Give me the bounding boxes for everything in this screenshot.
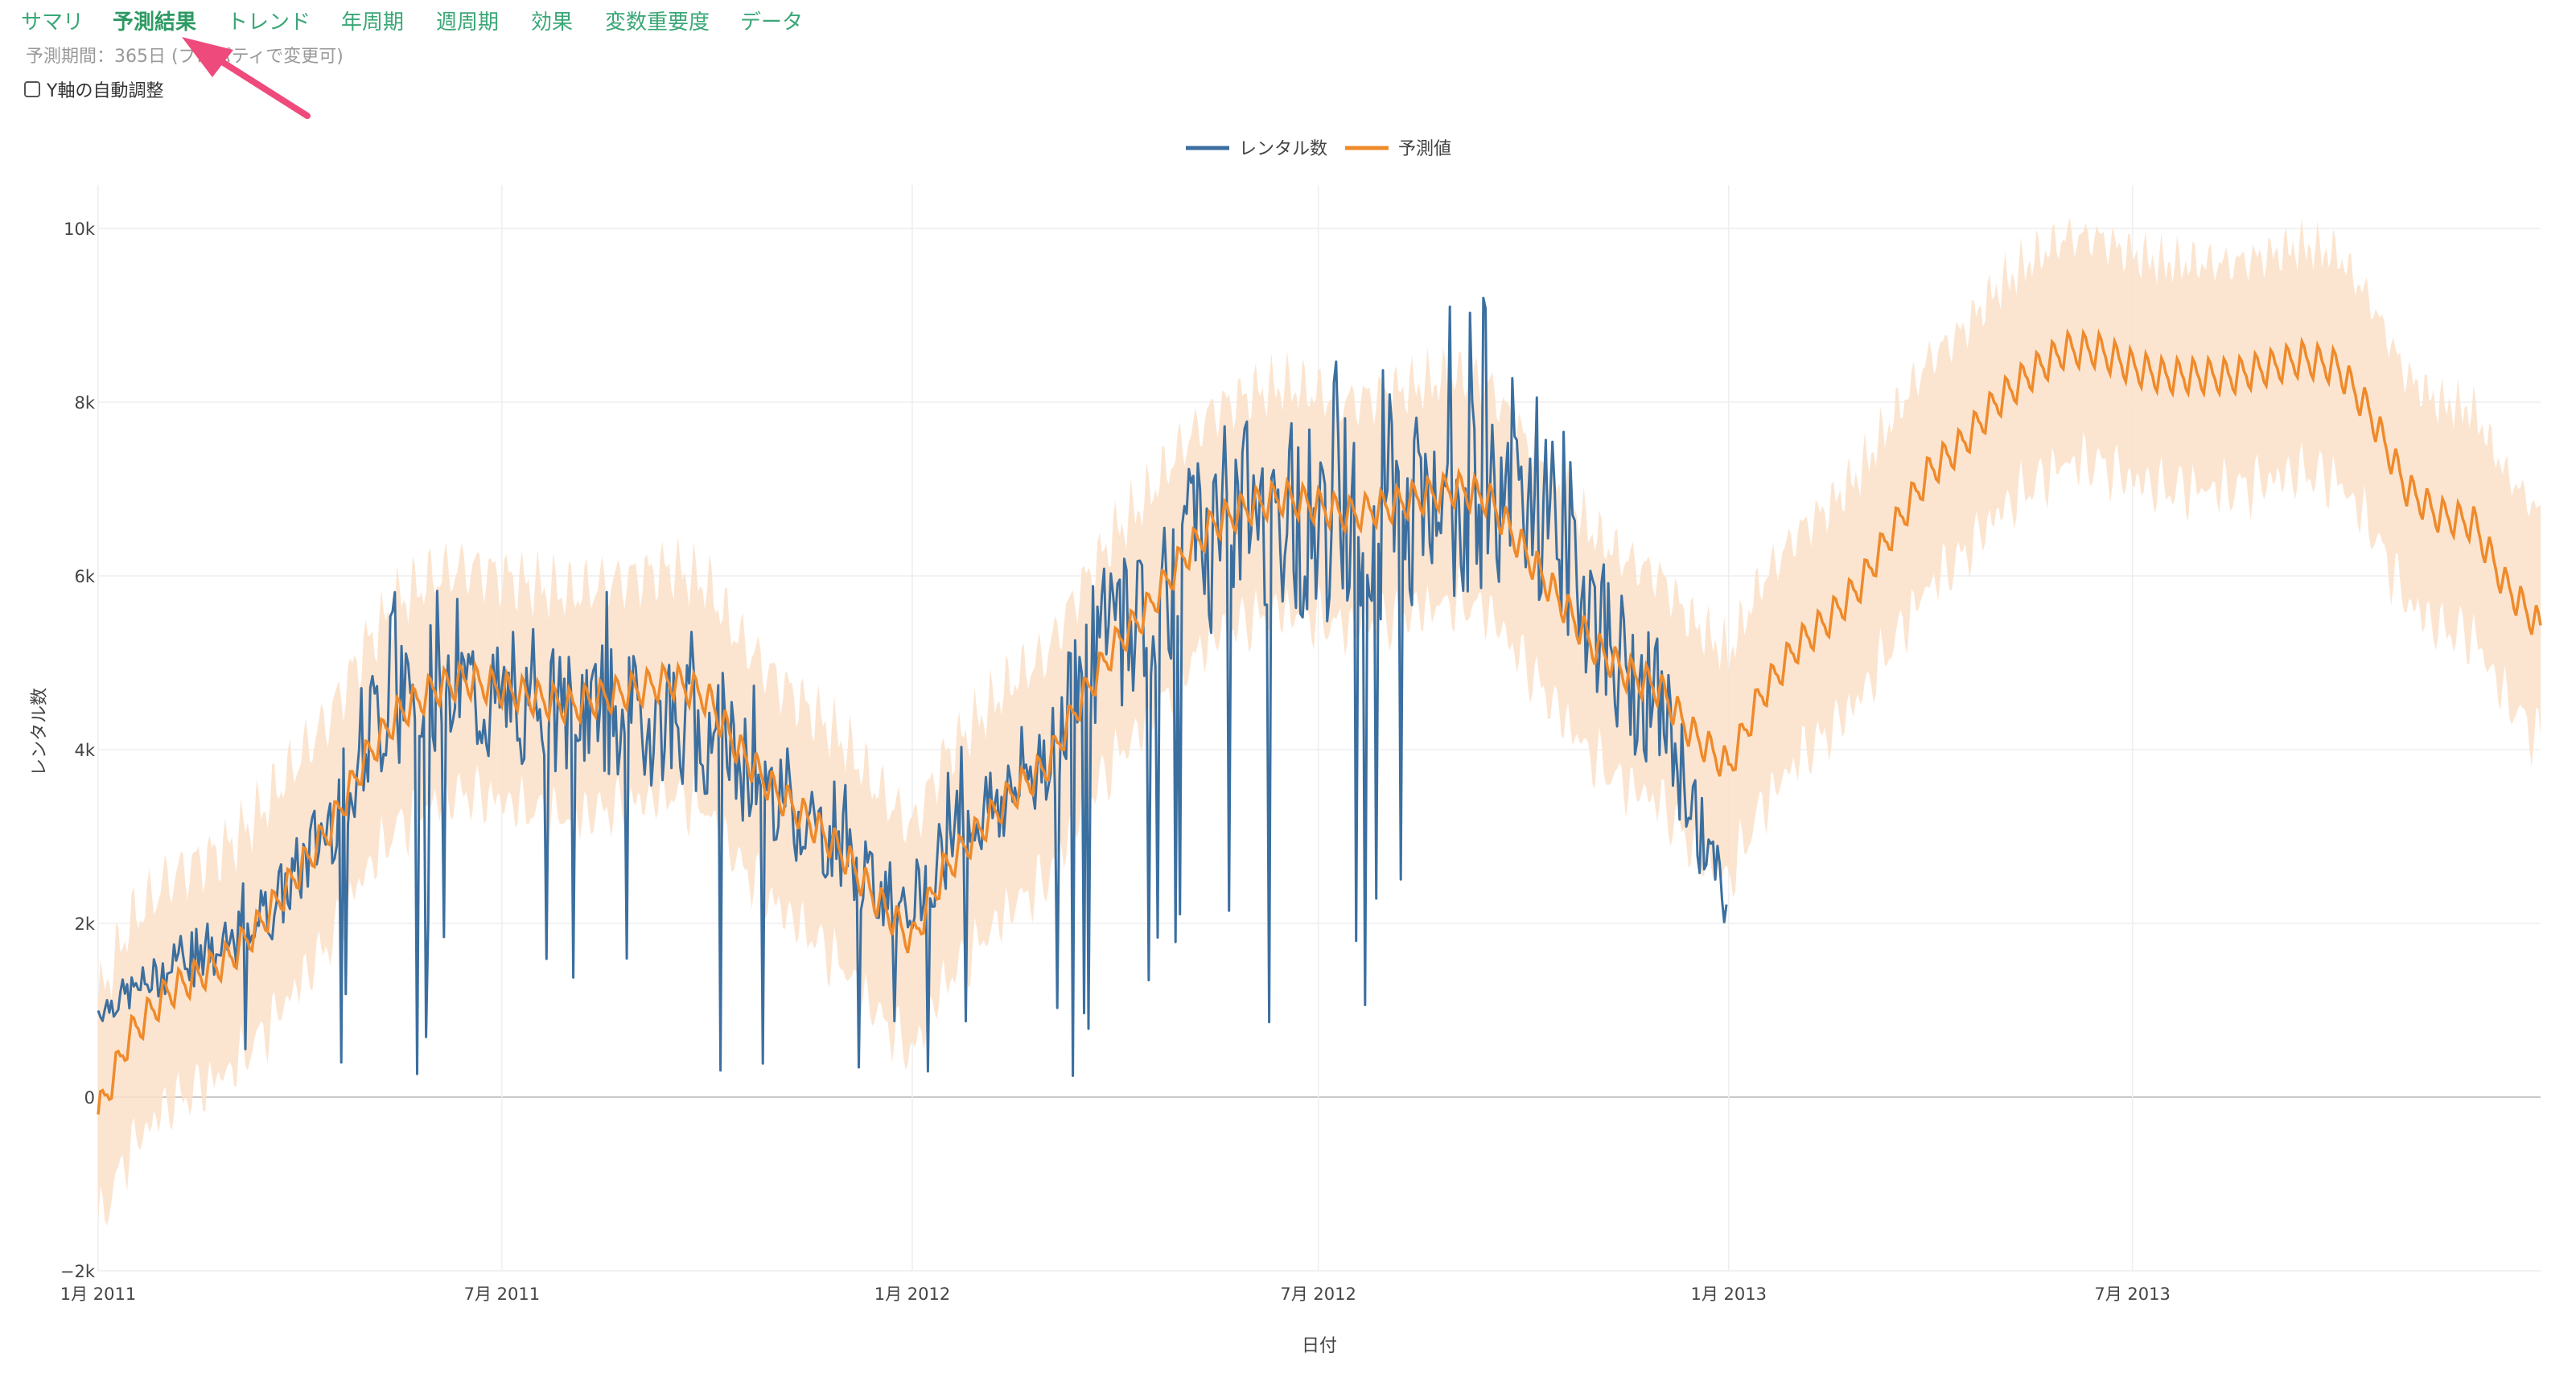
x-axis-title: 日付 xyxy=(1302,1336,1337,1356)
y-tick-label: 6k xyxy=(74,567,95,586)
x-tick-label: 7月 2013 xyxy=(2094,1285,2170,1304)
tab-weekly[interactable]: 週周期 xyxy=(436,10,500,35)
y-tick-label: 8k xyxy=(74,393,95,413)
tab-effect[interactable]: 効果 xyxy=(531,10,574,35)
tab-data[interactable]: データ xyxy=(740,10,804,35)
y-tick-label: 4k xyxy=(74,741,95,760)
forecast-confidence-band xyxy=(98,217,2541,1227)
legend[interactable]: レンタル数 予測値 xyxy=(1186,139,1451,159)
x-axis-ticks: 1月 2011 7月 2011 1月 2012 7月 2012 1月 2013 7月 20… xyxy=(60,1285,2171,1304)
legend-actual-label[interactable]: レンタル数 xyxy=(1239,139,1327,159)
forecast-series-line xyxy=(97,327,2542,1115)
tab-trend[interactable]: トレンド xyxy=(227,10,311,35)
checkbox-box[interactable] xyxy=(24,81,40,97)
x-tick-label: 1月 2012 xyxy=(874,1285,950,1304)
annotation-arrow-head xyxy=(182,37,233,77)
annotation-arrow xyxy=(182,37,311,119)
forecast-period-info: 予測期間：365日 (プロパティで変更可) xyxy=(26,47,344,67)
forecast-chart: −2k 0 2k 4k 6k 8k 10k 1月 2011 7月 2011 1月 2012 7月 … xyxy=(30,139,2542,1356)
x-tick-label: 1月 2013 xyxy=(1691,1285,1767,1304)
tab-variable-importance[interactable]: 変数重要度 xyxy=(605,10,710,35)
y-tick-label: 10k xyxy=(64,220,96,239)
tab-yearly[interactable]: 年周期 xyxy=(341,10,405,35)
y-tick-label: −2k xyxy=(60,1262,96,1281)
y-axis-auto-label: Y軸の自動調整 xyxy=(47,81,164,101)
tab-forecast-result[interactable]: 予測結果 xyxy=(113,10,197,35)
legend-forecast-label[interactable]: 予測値 xyxy=(1398,139,1451,159)
y-tick-label: 2k xyxy=(74,915,95,934)
y-axis-auto-checkbox[interactable]: Y軸の自動調整 xyxy=(24,76,163,103)
x-tick-label: 7月 2012 xyxy=(1280,1285,1356,1304)
y-axis-title: レンタル数 xyxy=(30,688,50,776)
x-tick-label: 1月 2011 xyxy=(60,1285,136,1304)
x-tick-label: 7月 2011 xyxy=(464,1285,540,1304)
y-tick-label: 0 xyxy=(84,1088,95,1108)
tab-bar: サマリ 予測結果 トレンド 年周期 週周期 効果 変数重要度 データ xyxy=(0,0,2576,48)
tab-summary[interactable]: サマリ xyxy=(21,10,84,35)
y-axis-ticks: −2k 0 2k 4k 6k 8k 10k xyxy=(60,220,96,1281)
annotation-arrow-shaft xyxy=(208,51,311,119)
